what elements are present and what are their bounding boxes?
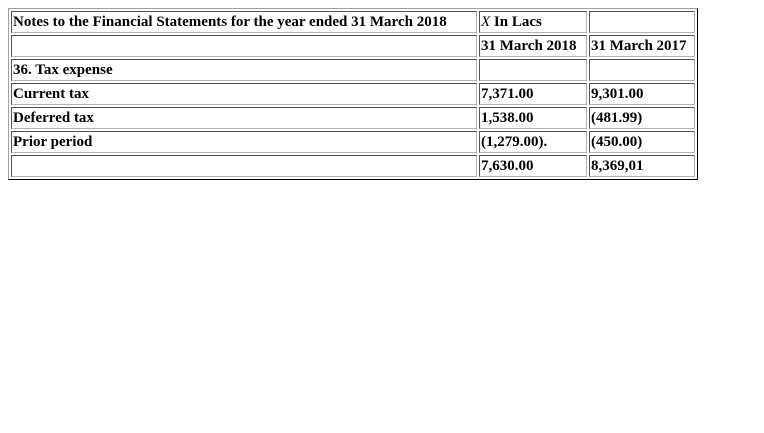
header-row: 31 March 2018 31 March 2017 [11,35,695,57]
empty-cell [589,59,695,81]
total-row: 7,630.00 8,369,01 [11,155,695,177]
unit-cell: X In Lacs [479,11,587,33]
total-2017: 8,369,01 [589,155,695,177]
value-2017: (481.99) [589,107,695,129]
empty-cell [479,59,587,81]
total-2018: 7,630.00 [479,155,587,177]
empty-cell [589,11,695,33]
table-row: Prior period (1,279.00). (450.00) [11,131,695,153]
row-label: Current tax [11,83,477,105]
table-row: Current tax 7,371.00 9,301.00 [11,83,695,105]
table-row: Deferred tax 1,538.00 (481.99) [11,107,695,129]
value-2017: 9,301.00 [589,83,695,105]
value-2018: (1,279.00). [479,131,587,153]
tax-expense-table: Notes to the Financial Statements for th… [8,8,698,180]
column-header-2017: 31 March 2017 [589,35,695,57]
value-2017: (450.00) [589,131,695,153]
empty-cell [11,155,477,177]
value-2018: 7,371.00 [479,83,587,105]
row-label: Prior period [11,131,477,153]
currency-unit-symbol: X [481,14,491,30]
row-label: Deferred tax [11,107,477,129]
value-2018: 1,538.00 [479,107,587,129]
section-heading: 36. Tax expense [11,59,477,81]
table-title: Notes to the Financial Statements for th… [11,11,477,33]
title-row: Notes to the Financial Statements for th… [11,11,695,33]
unit-label: In Lacs [493,14,542,30]
notes-container: Notes to the Financial Statements for th… [8,8,698,180]
empty-cell [11,35,477,57]
column-header-2018: 31 March 2018 [479,35,587,57]
section-row: 36. Tax expense [11,59,695,81]
